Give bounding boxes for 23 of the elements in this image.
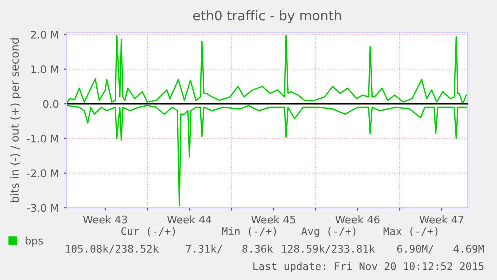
x-tick-label: Week 46	[336, 216, 380, 224]
legend-label: bps	[26, 236, 44, 247]
x-tick-label: Week 47	[420, 216, 464, 224]
x-tick-label: Week 44	[167, 216, 212, 224]
text: 128.59k/233.81k	[282, 244, 376, 254]
y-tick-label: -2.0 M	[27, 170, 58, 178]
chart-title: eth0 traffic - by month	[193, 10, 342, 24]
x-tick-label: Week 43	[83, 216, 128, 224]
y-tick-label: 0.0	[43, 100, 59, 108]
text: Cur (-/+)	[122, 227, 176, 237]
text: Avg (-/+)	[302, 227, 356, 238]
y-tick-label: -3.0 M	[27, 204, 58, 212]
text: 6.90M/ 4.69M	[397, 245, 484, 254]
text: Max (-/+)	[384, 227, 438, 237]
text: 105.08k/238.52k	[66, 244, 159, 254]
text: Last update: Fri Nov 20 10:12:52 2015	[254, 262, 484, 272]
y-tick-label: 1.0 M	[32, 66, 58, 74]
y-tick-label: -1.0 M	[27, 134, 58, 143]
y-tick-label: 2.0 M	[31, 30, 58, 39]
text: Min (-/+)	[222, 227, 276, 237]
x-tick-label: Week 45	[252, 216, 296, 224]
text: 7.31k/ 8.36k	[186, 244, 274, 254]
y-axis-title: bits in (-) / out (+) per second	[10, 38, 22, 202]
